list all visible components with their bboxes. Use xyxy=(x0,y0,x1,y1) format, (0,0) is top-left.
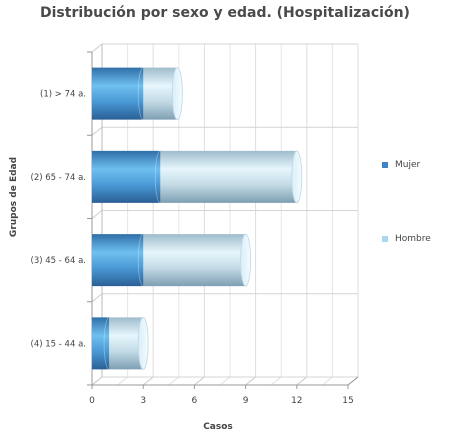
bar-mujer-2 xyxy=(92,150,161,203)
bar-mujer-1 xyxy=(92,67,144,120)
legend-swatch-mujer xyxy=(382,162,388,168)
bar-hombre-3 xyxy=(143,234,246,287)
x-tick-label: 9 xyxy=(243,396,249,406)
side-wall-line xyxy=(91,126,103,136)
bar-mujer-3 xyxy=(92,234,144,287)
floor-gridline-minor xyxy=(117,376,128,386)
x-tick-label: 12 xyxy=(291,396,302,406)
bar-hombre-2 xyxy=(160,150,297,203)
x-tick-label: 6 xyxy=(192,396,198,406)
floor-gridline-minor xyxy=(219,376,231,386)
floor-gridline-minor xyxy=(322,376,333,386)
bar-end-cap xyxy=(171,67,183,121)
x-axis-title: Casos xyxy=(203,422,233,432)
bar-end-cap xyxy=(240,233,252,287)
y-tick-label: (3) 45 - 64 a. xyxy=(31,256,86,266)
bar-hombre-4 xyxy=(109,317,144,370)
x-tick-label: 3 xyxy=(140,396,146,406)
side-wall-line xyxy=(91,210,103,219)
side-wall-line xyxy=(91,376,103,386)
floor-gridline-minor xyxy=(168,376,180,386)
y-tick-label: (2) 65 - 74 a. xyxy=(31,173,86,183)
floor-gridline xyxy=(296,376,308,386)
side-wall-line xyxy=(91,43,103,53)
y-axis-title: Grupos de Edad xyxy=(9,157,19,237)
floor-gridline xyxy=(245,376,256,386)
side-wall-line xyxy=(91,293,103,303)
y-tick-label: (1) > 74 a. xyxy=(40,90,86,100)
chart-title: Distribución por sexo y edad. (Hospitali… xyxy=(40,5,410,21)
x-tick-label: 0 xyxy=(89,396,95,406)
y-tick-label: (4) 15 - 44 a. xyxy=(31,339,86,349)
floor-gridline xyxy=(142,376,154,386)
legend-item-mujer[interactable]: Mujer xyxy=(382,160,420,170)
bar-end-cap xyxy=(137,316,149,370)
legend-label-hombre: Hombre xyxy=(395,234,431,244)
x-tick-label: 15 xyxy=(342,396,353,406)
legend-swatch-hombre xyxy=(382,236,388,242)
bar-end-cap xyxy=(291,150,303,204)
floor-edge xyxy=(347,376,359,386)
labels-layer: 0 3 6 9 12 15 (1) > 74 a. (2) 65 - 74 a. (3) 45 … xyxy=(9,90,354,432)
legend-label-mujer: Mujer xyxy=(395,160,421,170)
bar-hombre-1 xyxy=(143,67,178,120)
floor-gridline xyxy=(194,376,205,386)
floor-gridline-minor xyxy=(270,376,282,386)
legend-item-hombre[interactable]: Hombre xyxy=(382,234,431,244)
bars-layer xyxy=(92,67,303,370)
